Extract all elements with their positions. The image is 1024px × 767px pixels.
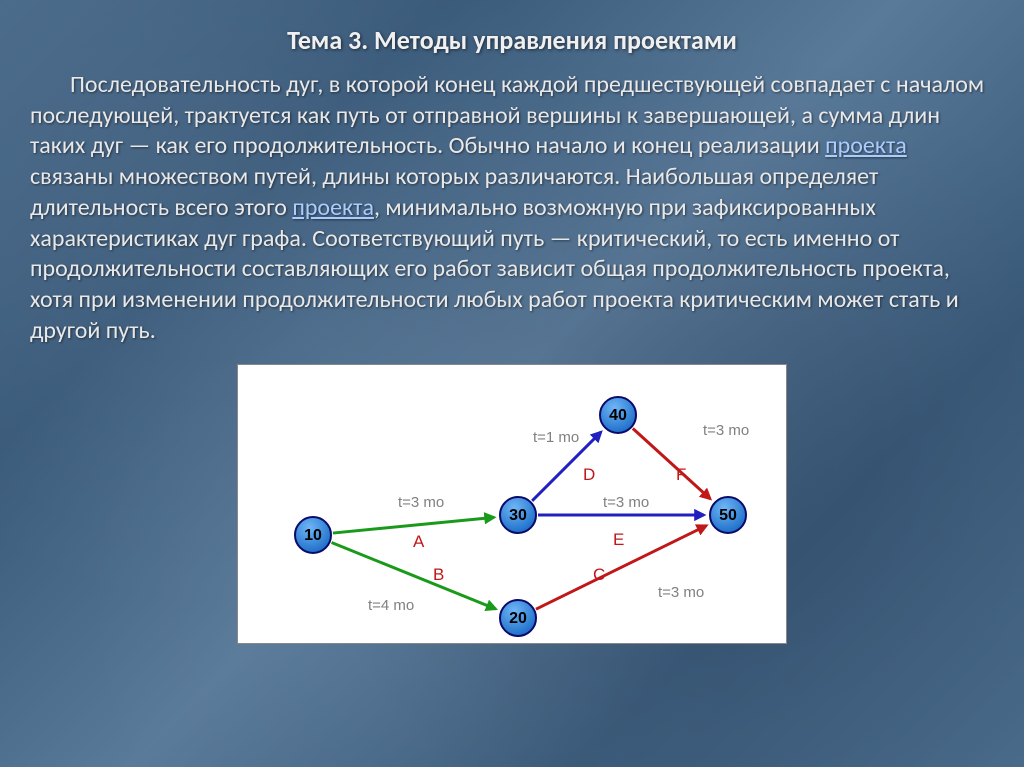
- body-paragraph: Последовательность дуг, в которой конец …: [30, 70, 994, 346]
- link-project-1[interactable]: проекта: [825, 131, 907, 160]
- node-label-50: 50: [719, 507, 737, 524]
- edge-time-f: t=3 mo: [703, 422, 749, 439]
- edge-label-f: F: [676, 465, 686, 484]
- edge-time-b: t=4 mo: [368, 597, 414, 614]
- node-label-20: 20: [509, 610, 527, 627]
- edge-label-e: E: [613, 530, 624, 549]
- edge-label-b: B: [433, 565, 444, 584]
- node-label-30: 30: [509, 507, 527, 524]
- page-title: Тема 3. Методы управления проектами: [30, 24, 994, 56]
- edge-time-e: t=3 mo: [603, 494, 649, 511]
- edge-a: [333, 518, 494, 534]
- edge-time-d: t=1 mo: [533, 429, 579, 446]
- edge-f: [633, 429, 710, 499]
- node-label-10: 10: [304, 527, 322, 544]
- edge-label-a: A: [413, 532, 425, 551]
- edge-time-a: t=3 mo: [398, 494, 444, 511]
- network-diagram: t=3 mo At=4 mo Bt=3 mo Ct=1 mo Dt=3 mo Et=3 m…: [237, 364, 787, 644]
- edge-time-c: t=3 mo: [658, 584, 704, 601]
- edge-label-c: C: [593, 565, 605, 584]
- node-label-40: 40: [609, 407, 627, 424]
- edge-label-d: D: [583, 465, 595, 484]
- link-project-2[interactable]: проекта: [292, 193, 374, 222]
